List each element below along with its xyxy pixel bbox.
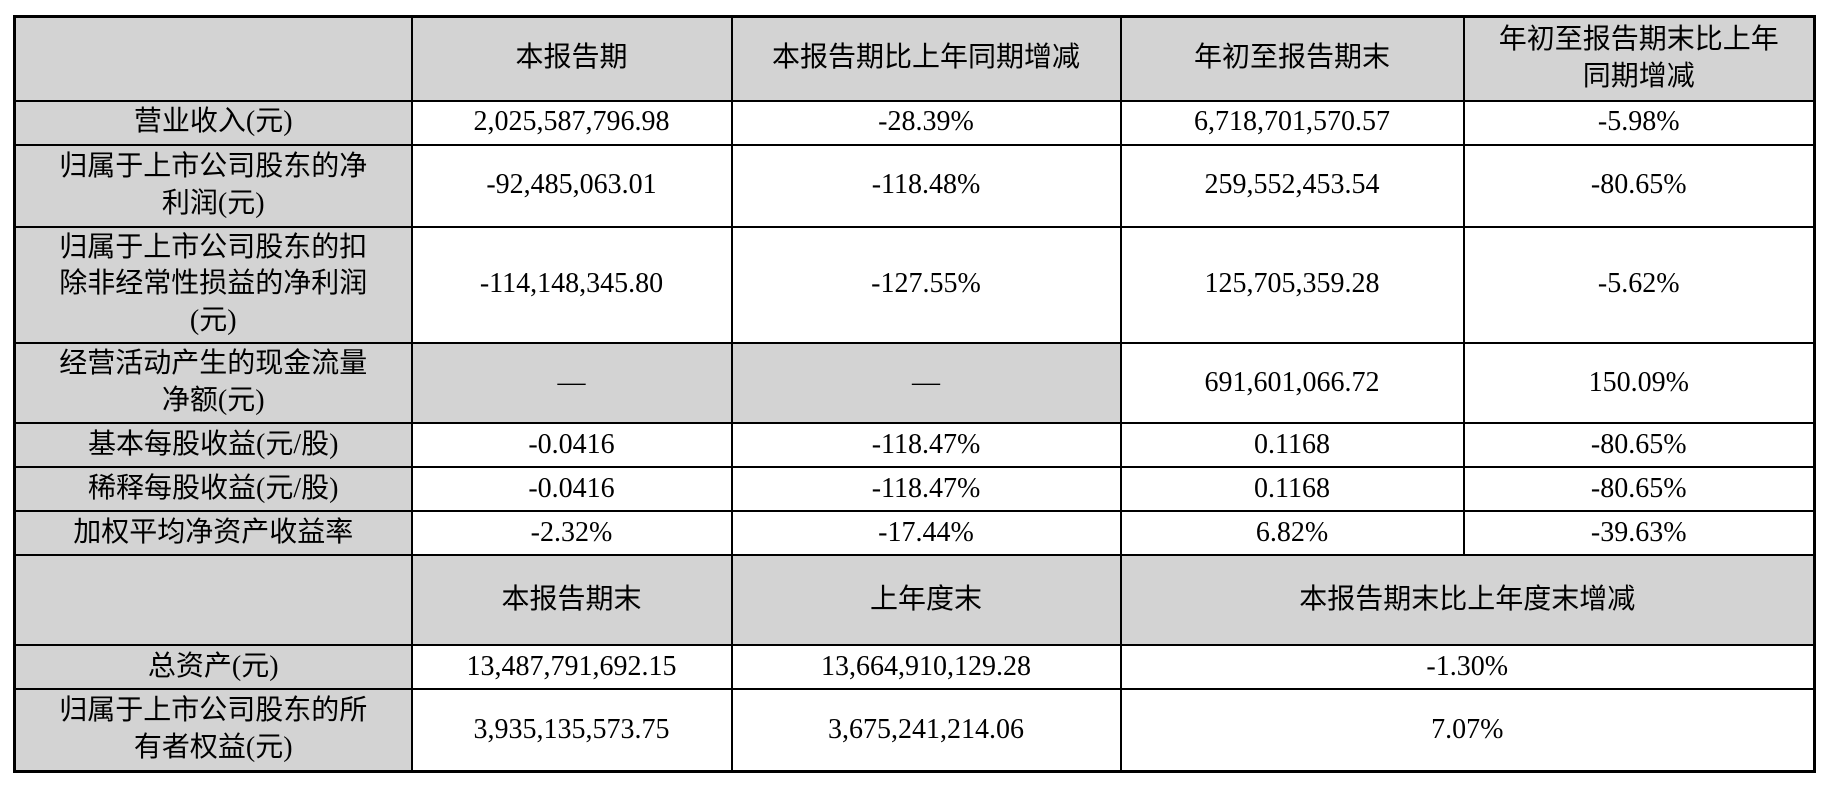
row-label: 基本每股收益(元/股) xyxy=(13,422,413,469)
cell-value: -92,485,063.01 xyxy=(410,143,733,228)
table-row-net-profit: 归属于上市公司股东的净 利润(元) -92,485,063.01 -118.48… xyxy=(13,143,1816,228)
cell-value: 3,675,241,214.06 xyxy=(730,688,1122,773)
header-year-to-date: 年初至报告期末 xyxy=(1119,15,1465,102)
cell-value: -127.55% xyxy=(730,225,1122,345)
header-empty-cell xyxy=(13,15,413,102)
table-row-total-assets: 总资产(元) 13,487,791,692.15 13,664,910,129.… xyxy=(13,644,1816,691)
cell-value: 2,025,587,796.98 xyxy=(410,99,733,146)
cell-value: -1.30% xyxy=(1119,644,1816,691)
cell-value: 7.07% xyxy=(1119,688,1816,773)
table-row-diluted-eps: 稀释每股收益(元/股) -0.0416 -118.47% 0.1168 -80.… xyxy=(13,466,1816,513)
cell-value: -114,148,345.80 xyxy=(410,225,733,345)
header-period-end-vs-prior-year-end-change: 本报告期末比上年度末增减 xyxy=(1119,554,1816,647)
cell-value: 691,601,066.72 xyxy=(1119,342,1465,425)
financial-summary-table: 本报告期 本报告期比上年同期增减 年初至报告期末 年初至报告期末比上年 同期增减… xyxy=(13,15,1816,773)
table-row-net-profit-excl-nonrecurring: 归属于上市公司股东的扣 除非经常性损益的净利润 (元) -114,148,345… xyxy=(13,225,1816,345)
cell-value: -2.32% xyxy=(410,510,733,557)
cell-value: -17.44% xyxy=(730,510,1122,557)
table-row-owners-equity: 归属于上市公司股东的所 有者权益(元) 3,935,135,573.75 3,6… xyxy=(13,688,1816,773)
cell-value: -118.47% xyxy=(730,422,1122,469)
header-current-period-yoy-change: 本报告期比上年同期增减 xyxy=(730,15,1122,102)
cell-value: 13,487,791,692.15 xyxy=(410,644,733,691)
table-row-operating-cash-flow: 经营活动产生的现金流量 净额(元) — — 691,601,066.72 150… xyxy=(13,342,1816,425)
cell-value: -0.0416 xyxy=(410,422,733,469)
header-empty-cell xyxy=(13,554,413,647)
table-row-operating-revenue: 营业收入(元) 2,025,587,796.98 -28.39% 6,718,7… xyxy=(13,99,1816,146)
cell-value: -118.47% xyxy=(730,466,1122,513)
cell-value: 125,705,359.28 xyxy=(1119,225,1465,345)
table-header-row-period: 本报告期 本报告期比上年同期增减 年初至报告期末 年初至报告期末比上年 同期增减 xyxy=(13,15,1816,102)
row-label: 归属于上市公司股东的所 有者权益(元) xyxy=(13,688,413,773)
cell-value-dash: — xyxy=(730,342,1122,425)
header-end-of-prior-year: 上年度末 xyxy=(730,554,1122,647)
row-label: 加权平均净资产收益率 xyxy=(13,510,413,557)
cell-value: 3,935,135,573.75 xyxy=(410,688,733,773)
cell-value: 6.82% xyxy=(1119,510,1465,557)
cell-value: 0.1168 xyxy=(1119,466,1465,513)
cell-value: -39.63% xyxy=(1462,510,1816,557)
cell-value: -118.48% xyxy=(730,143,1122,228)
table-header-row-period-end: 本报告期末 上年度末 本报告期末比上年度末增减 xyxy=(13,554,1816,647)
row-label: 总资产(元) xyxy=(13,644,413,691)
cell-value: -80.65% xyxy=(1462,466,1816,513)
cell-value: 259,552,453.54 xyxy=(1119,143,1465,228)
cell-value: -0.0416 xyxy=(410,466,733,513)
header-year-to-date-yoy-change: 年初至报告期末比上年 同期增减 xyxy=(1462,15,1816,102)
row-label: 稀释每股收益(元/股) xyxy=(13,466,413,513)
cell-value: 13,664,910,129.28 xyxy=(730,644,1122,691)
cell-value: 6,718,701,570.57 xyxy=(1119,99,1465,146)
cell-value: -80.65% xyxy=(1462,143,1816,228)
cell-value: 0.1168 xyxy=(1119,422,1465,469)
cell-value-dash: — xyxy=(410,342,733,425)
cell-value: -28.39% xyxy=(730,99,1122,146)
cell-value: -5.62% xyxy=(1462,225,1816,345)
table-row-weighted-avg-roe: 加权平均净资产收益率 -2.32% -17.44% 6.82% -39.63% xyxy=(13,510,1816,557)
row-label: 归属于上市公司股东的净 利润(元) xyxy=(13,143,413,228)
cell-value: 150.09% xyxy=(1462,342,1816,425)
table-row-basic-eps: 基本每股收益(元/股) -0.0416 -118.47% 0.1168 -80.… xyxy=(13,422,1816,469)
cell-value: -80.65% xyxy=(1462,422,1816,469)
row-label: 归属于上市公司股东的扣 除非经常性损益的净利润 (元) xyxy=(13,225,413,345)
row-label: 经营活动产生的现金流量 净额(元) xyxy=(13,342,413,425)
row-label: 营业收入(元) xyxy=(13,99,413,146)
header-current-period: 本报告期 xyxy=(410,15,733,102)
cell-value: -5.98% xyxy=(1462,99,1816,146)
header-end-of-current-period: 本报告期末 xyxy=(410,554,733,647)
